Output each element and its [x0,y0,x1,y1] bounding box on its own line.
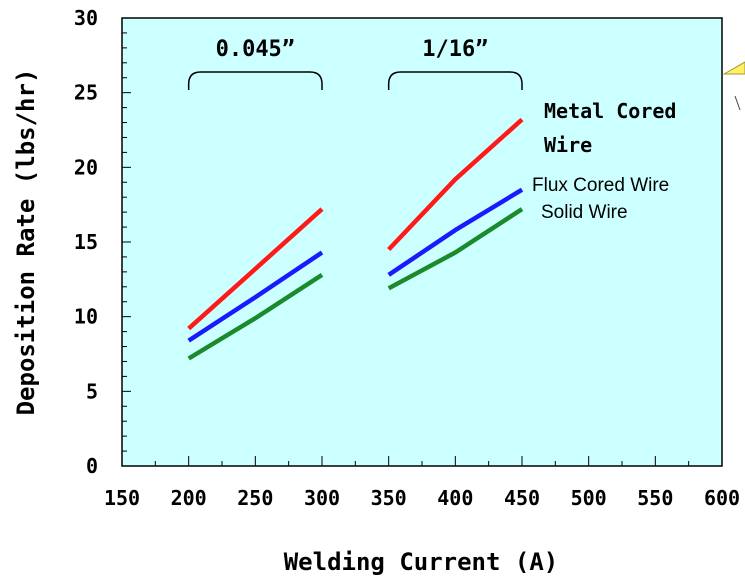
series-line [387,117,524,252]
series-label: Solid Wire [541,202,628,223]
series-label: Wire [544,133,592,157]
y-tick-label: 0 [86,454,98,478]
group-bracket [187,71,323,90]
x-tick-label: 200 [171,486,207,510]
series-line [387,187,524,277]
y-tick-label: 25 [74,81,98,105]
clipped-line-decoration [734,95,741,111]
series-line [187,273,324,361]
group-label: 1/16” [422,37,488,62]
series-line [187,250,324,343]
y-tick-label: 30 [74,6,98,30]
x-tick-label: 400 [437,486,473,510]
series-lines [187,117,524,361]
group-bracket [387,71,523,90]
wire-size-brackets: 0.045” 1/16” [187,37,523,90]
y-tick-label: 15 [74,230,98,254]
axis-ticks [121,17,723,467]
x-axis-title: Welding Current (A) [284,548,559,576]
group-label: 0.045” [216,37,295,62]
y-tick-label: 10 [74,305,98,329]
tick-labels: 150 200 250 300 350 400 450 500 550 600 0 5 10 15 20 25… [74,6,740,510]
plot-area [121,17,723,467]
x-tick-label: 300 [304,486,340,510]
series-labels: Metal Cored Wire Flux Cored Wire Solid Wire [532,99,676,223]
series-line [187,207,324,331]
x-tick-label: 450 [504,486,540,510]
series-line [387,207,524,291]
y-tick-label: 5 [86,379,98,403]
series-label: Metal Cored [544,99,676,123]
x-tick-label: 500 [571,486,607,510]
clipped-shape-decoration [722,61,745,75]
series-label: Flux Cored Wire [532,175,669,196]
x-tick-label: 600 [704,486,740,510]
x-tick-label: 350 [371,486,407,510]
x-tick-label: 250 [237,486,273,510]
x-tick-label: 550 [637,486,673,510]
y-tick-label: 20 [74,155,98,179]
y-axis-title: Deposition Rate (lbs/hr) [12,69,40,416]
x-tick-label: 150 [104,486,140,510]
